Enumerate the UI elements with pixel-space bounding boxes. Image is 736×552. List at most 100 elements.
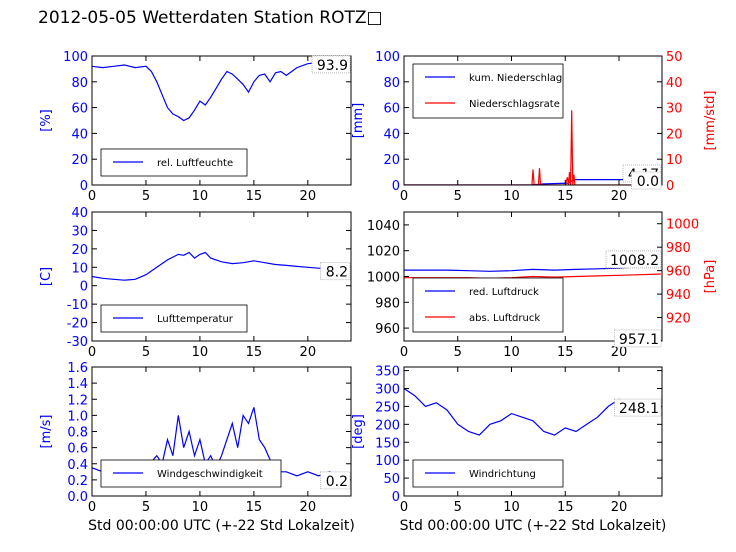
legend: [412, 277, 564, 333]
x-tick-label: 10: [192, 345, 209, 360]
plot-frame: [403, 55, 663, 186]
x-tick-label: 5: [454, 500, 462, 515]
x-tick-label: 5: [454, 189, 462, 204]
plot-frame: [91, 55, 352, 186]
value-label: 0.0: [637, 174, 659, 190]
value-label-box: [614, 398, 662, 417]
value-label-box: [320, 262, 351, 281]
x-tick-label: 5: [142, 345, 150, 360]
x-tick-label: 10: [503, 189, 520, 204]
x-tick-label: 15: [557, 500, 574, 515]
y-tick-label: 50: [383, 472, 400, 487]
x-tick-label: 0: [88, 189, 96, 204]
y-tick-label: 0: [80, 280, 88, 295]
y2-tick-label: 10: [666, 153, 683, 168]
value-label: 93.9: [317, 58, 348, 74]
x-tick-label: 15: [557, 189, 574, 204]
y-tick-label: -30: [67, 335, 88, 350]
x-axis-label: Std 00:00:00 UTC (+-22 Std Lokalzeit): [400, 518, 667, 534]
y2-tick-label: 30: [666, 102, 683, 117]
value-label: 248.1: [619, 401, 659, 417]
y-tick-label: 0.2: [67, 474, 88, 489]
subplot-5: 0 5 10 15 200.00.20.40.60.81.01.21.41.6[m/s]…: [39, 361, 355, 534]
plot-frame: [91, 211, 352, 342]
value-label: 8.2: [326, 265, 348, 281]
y-tick-label: 1.6: [67, 361, 88, 376]
y2-tick-label: 940: [666, 288, 691, 303]
x-tick-label: 0: [400, 345, 408, 360]
y2-tick-label: 960: [666, 265, 691, 280]
x-tick-label: 20: [611, 345, 628, 360]
y-tick-label: 40: [71, 206, 88, 221]
y-tick-label: 10: [71, 261, 88, 276]
x-tick-label: 20: [300, 189, 317, 204]
x-tick-label: 20: [300, 345, 317, 360]
y-tick-label: 40: [383, 127, 400, 142]
legend-label: Windgeschwindigkeit: [157, 469, 263, 480]
legend-label: red. Luftdruck: [469, 287, 539, 298]
x-tick-label: 10: [192, 189, 209, 204]
x-tick-label: 20: [611, 189, 628, 204]
series-line-1: [92, 61, 350, 122]
value-label-box: [320, 471, 351, 490]
subplot-1: 0 5 10 15 20 0 20 40 60 80 100 [%] 93.9 rel. Luftfeuc…: [39, 50, 352, 204]
x-tick-label: 0: [400, 500, 408, 515]
y-tick-label: 0.0: [67, 490, 88, 505]
y-tick-label: 1.4: [67, 377, 88, 392]
y-tick-label: 1020: [367, 245, 400, 260]
y-tick-label: 1.2: [67, 393, 88, 408]
y-tick-label: 300: [375, 383, 400, 398]
y-tick-label: 80: [383, 76, 400, 91]
y-tick-label: 60: [383, 102, 400, 117]
y-tick-label: 1040: [367, 219, 400, 234]
value-label-box: [631, 171, 662, 190]
y-tick-label: -20: [67, 317, 88, 332]
y2-tick-label: 40: [666, 76, 683, 91]
y-tick-label: 250: [375, 400, 400, 415]
y-tick-label: 200: [375, 418, 400, 433]
y2-tick-label: 980: [666, 241, 691, 256]
y-tick-label: 0.4: [67, 458, 88, 473]
x-tick-label: 15: [246, 189, 263, 204]
y-tick-label: 1000: [367, 271, 400, 286]
legend-label: Niederschlagsrate: [469, 99, 560, 110]
y-tick-label: 20: [383, 153, 400, 168]
subplot-3: 0 5 10 15 20 -30 -20 -10 0 10 20 30 40 [C] 8.2 Lufttemp…: [39, 206, 352, 360]
y-tick-label: 0.6: [67, 442, 88, 457]
legend-label: kum. Niederschlag: [469, 73, 562, 84]
legend-label: Windrichtung: [469, 469, 536, 480]
y-tick-label: 100: [63, 50, 88, 65]
y-tick-label: 0: [392, 490, 400, 505]
x-tick-label: 15: [557, 345, 574, 360]
figure-title: 2012-05-05 Wetterdaten Station ROTZ□: [38, 8, 383, 28]
y2-tick-label: 50: [666, 50, 683, 65]
legend: [412, 63, 564, 119]
y-axis-label: [m/s]: [39, 415, 54, 449]
x-tick-label: 20: [611, 500, 628, 515]
x-tick-label: 5: [142, 500, 150, 515]
x-tick-label: 10: [503, 500, 520, 515]
x-tick-label: 15: [246, 500, 263, 515]
value-label: 957.1: [619, 332, 659, 348]
value-label-box: [605, 250, 662, 269]
y-tick-label: 100: [375, 50, 400, 65]
y-tick-label: 0.8: [67, 426, 88, 441]
y-tick-label: 0: [392, 179, 400, 194]
x-tick-label: 10: [503, 345, 520, 360]
x-tick-label: 15: [246, 345, 263, 360]
y-tick-label: 80: [71, 76, 88, 91]
y-tick-label: 100: [375, 454, 400, 469]
plot-frame: [403, 366, 663, 497]
x-tick-label: 10: [192, 500, 209, 515]
series-line-1: [92, 251, 350, 281]
legend-label: rel. Luftfeuchte: [157, 158, 233, 169]
subplot-4: 0 5 10 15 20 960 980 1000 1020 1040 920 940 960 980 10…: [367, 211, 718, 360]
y2-axis-label: [mm/std]: [703, 91, 718, 151]
y-tick-label: 980: [375, 296, 400, 311]
y-axis-label: [mm]: [351, 103, 366, 138]
legend-label: Lufttemperatur: [157, 314, 234, 325]
y-tick-label: 1.0: [67, 409, 88, 424]
y-tick-label: -10: [67, 298, 88, 313]
y-axis-label: [deg]: [351, 414, 366, 449]
